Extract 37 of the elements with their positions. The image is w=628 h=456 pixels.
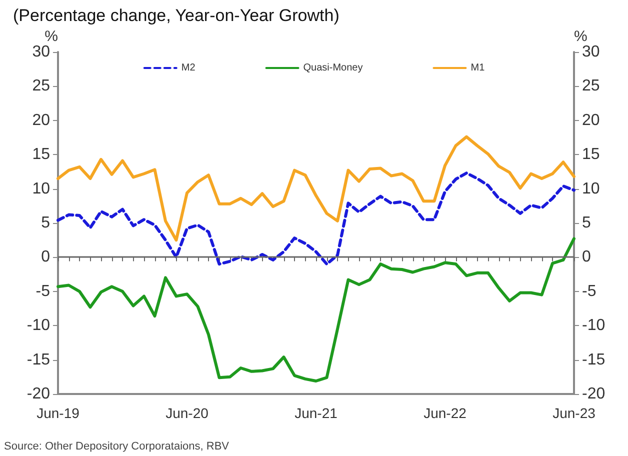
y2-tick-label: -20	[582, 386, 606, 402]
line-series	[56, 172, 576, 266]
y-tick-label: 30	[32, 44, 50, 60]
y-tick-label: 0	[41, 248, 50, 266]
y2-tick-label: -15	[582, 351, 606, 368]
x-tick-label: Jun-22	[424, 405, 467, 421]
y-tick-label: -5	[36, 282, 50, 300]
y2-tick-label: 20	[582, 112, 600, 129]
chart-subtitle: (Percentage change, Year-on-Year Growth)	[13, 6, 340, 25]
line-series	[56, 135, 576, 242]
y2-tick-label: -5	[582, 282, 596, 300]
x-tick-label: Jun-19	[36, 405, 80, 421]
y2-axis-title: %	[574, 28, 588, 45]
x-tick-label: Jun-21	[294, 405, 338, 421]
y2-tick-label: 5	[582, 214, 591, 232]
y-tick-label: 20	[32, 112, 50, 129]
y-tick-label: 5	[41, 214, 50, 232]
y2-tick-label: -10	[582, 317, 606, 334]
y-tick-label: -10	[26, 317, 50, 334]
line-series	[56, 237, 576, 383]
x-tick-label: Jun-20	[166, 405, 209, 421]
y-tick-label: -20	[26, 386, 50, 402]
legend-label: M1	[470, 62, 486, 74]
y2-tick-label: 0	[582, 248, 591, 266]
y-axis-title: %	[44, 28, 58, 45]
legend-label: Quasi-Money	[303, 62, 363, 74]
x-tick-label: Jun-23	[552, 405, 596, 421]
y-tick-label: 10	[32, 180, 50, 198]
y-tick-label: 15	[32, 146, 50, 164]
y2-tick-label: 15	[582, 146, 600, 164]
y2-tick-label: 25	[582, 78, 600, 95]
y2-tick-label: 10	[582, 180, 600, 198]
y-tick-label: -15	[26, 351, 50, 368]
source-note: Source: Other Depository Corporataions, RBV	[4, 440, 230, 452]
legend-label: M2	[181, 62, 196, 74]
y-tick-label: 25	[32, 78, 50, 95]
y2-tick-label: 30	[582, 44, 600, 60]
